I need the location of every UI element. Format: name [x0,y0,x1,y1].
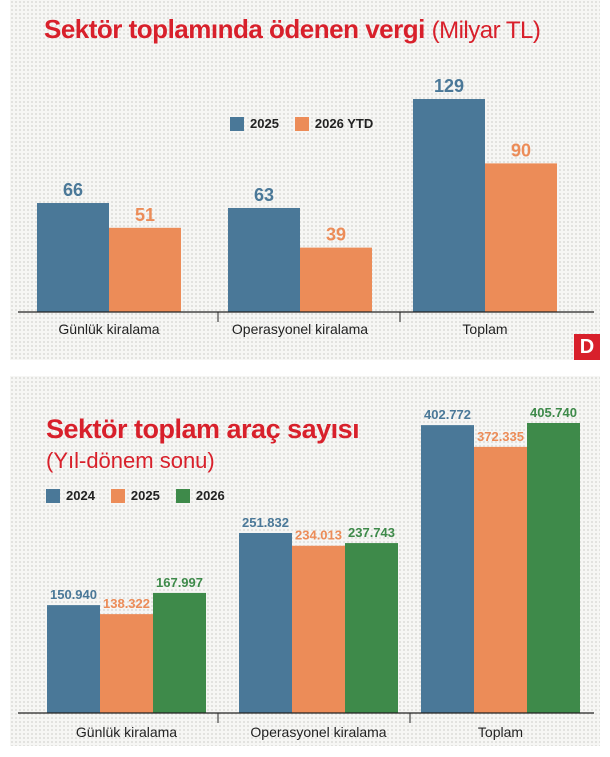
tax-chart-panel: Sektör toplamında ödenen vergi (Milyar T… [10,0,600,360]
legend-label-2024: 2024 [66,488,95,503]
legend-swatch-2026-ytd [294,116,309,131]
bar-operasyonel-kiralama-2026-ytd [300,247,372,312]
bar-operasyonel-kiralama-2024 [239,533,292,713]
value-label-toplam-2026-ytd: 90 [511,140,531,160]
value-label-g-nl-k-kiralama-2025: 138.322 [103,596,150,611]
value-label-g-nl-k-kiralama-2026: 167.997 [156,575,203,590]
legend-swatch-2024 [46,488,60,503]
bar-toplam-2024 [421,425,474,713]
legend-label-2025: 2025 [250,116,279,131]
legend-swatch-2025 [230,116,244,131]
legend-label-2026-ytd: 2026 YTD [314,116,374,131]
bar-operasyonel-kiralama-2025 [292,545,345,713]
category-label-toplam: Toplam [462,321,507,337]
category-label-toplam: Toplam [478,724,523,740]
bar-operasyonel-kiralama-2025 [228,207,300,312]
value-label-toplam-2025: 372.335 [477,429,524,444]
legend-item-2025b: 2025 [110,488,160,503]
value-label-toplam-2026: 405.740 [530,405,577,420]
vehicle-chart-title: Sektör toplam araç sayısı [46,414,360,444]
vehicle-chart-subtitle: (Yıl-dönem sonu) [46,448,215,473]
bar-g-nl-k-kiralama-2025 [100,614,153,713]
bar-operasyonel-kiralama-2026 [345,543,398,713]
tax-chart-plot: 66 51 Günlük kiralama 63 39 Operasyonel kiral… [18,76,594,337]
bar-toplam-2026 [527,423,580,713]
legend-swatch-2026 [175,488,190,503]
value-label-operasyonel-kiralama-2026: 237.743 [348,525,395,540]
tax-chart-legend: 2025 2026 YTD [230,116,381,131]
bar-toplam-2026-ytd [485,163,557,312]
value-label-toplam-2025: 129 [434,76,464,96]
value-label-operasyonel-kiralama-2026-ytd: 39 [326,225,346,245]
value-label-g-nl-k-kiralama-2025: 66 [63,180,83,200]
bar-g-nl-k-kiralama-2026 [153,592,206,713]
category-label-g-nl-k-kiralama: Günlük kiralama [58,321,159,337]
vehicle-chart-legend: 2024 2025 2026 [46,488,233,503]
category-label-operasyonel-kiralama: Operasyonel kiralama [232,321,368,337]
category-label-operasyonel-kiralama: Operasyonel kiralama [250,724,386,740]
legend-item-2025: 2025 [230,116,279,131]
value-label-g-nl-k-kiralama-2026-ytd: 51 [135,205,155,225]
vehicle-chart-plot: 150.940 138.322 167.997 Günlük kiralama 251.… [18,405,594,740]
tax-chart-title: Sektör toplamında ödenen vergi (Milyar T… [44,14,541,45]
vehicle-chart-panel: Sektör toplam araç sayısı (Yıl-dönem son… [10,376,600,746]
bar-g-nl-k-kiralama-2025 [37,203,109,312]
value-label-operasyonel-kiralama-2025: 63 [254,185,274,205]
bar-g-nl-k-kiralama-2024 [47,605,100,713]
logo-d-badge: D [574,334,600,360]
category-label-g-nl-k-kiralama: Günlük kiralama [76,724,177,740]
legend-label-2026: 2026 [195,488,225,503]
bar-toplam-2025 [474,446,527,713]
tax-chart-unit: (Milyar TL) [431,17,541,44]
legend-label-2025b: 2025 [130,488,160,503]
legend-item-2026: 2026 [175,488,225,503]
value-label-toplam-2024: 402.772 [424,407,471,422]
tax-chart-title-text: Sektör toplamında ödenen vergi [44,14,425,44]
value-label-operasyonel-kiralama-2025: 234.013 [295,528,342,543]
legend-item-2026-ytd: 2026 YTD [294,116,374,131]
bar-g-nl-k-kiralama-2026-ytd [109,227,181,312]
legend-item-2024: 2024 [46,488,95,503]
value-label-operasyonel-kiralama-2024: 251.832 [242,515,289,530]
value-label-g-nl-k-kiralama-2024: 150.940 [50,587,97,602]
legend-swatch-2025b [110,488,125,503]
bar-toplam-2025 [413,99,485,312]
